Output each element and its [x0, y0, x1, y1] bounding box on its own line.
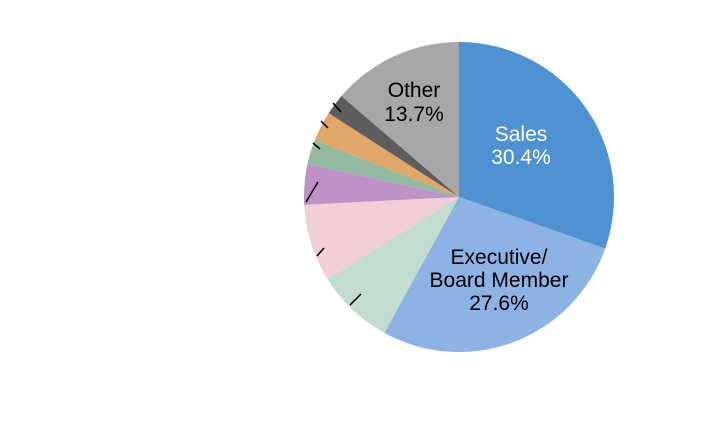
pie-slice-sales	[459, 42, 614, 249]
pie-slice-unlabeled-3	[327, 197, 459, 333]
pie-slice-unlabeled-5	[304, 164, 459, 205]
pie-slice-other	[341, 42, 459, 197]
leader-line-stub-4	[316, 247, 325, 257]
leader-line-stub-5	[305, 181, 319, 203]
pie-slice-unlabeled-8	[328, 95, 459, 197]
pie-slice-unlabeled-4	[304, 197, 459, 280]
slice-label-other: Other 13.7%	[384, 79, 444, 126]
pie-slice-unlabeled-7	[314, 113, 459, 197]
leader-line-stub-6	[312, 142, 321, 150]
leader-line-stub-8	[332, 102, 342, 113]
leader-line-stub-7	[320, 120, 329, 129]
pie-slice-executive-board-member	[384, 197, 606, 353]
leader-line-stub-3	[349, 293, 362, 306]
slice-label-executive-board-member: Executive/Board Member 27.6%	[430, 246, 569, 315]
pie-slice-unlabeled-6	[307, 139, 459, 197]
slice-label-sales: Sales 30.4%	[491, 123, 551, 169]
